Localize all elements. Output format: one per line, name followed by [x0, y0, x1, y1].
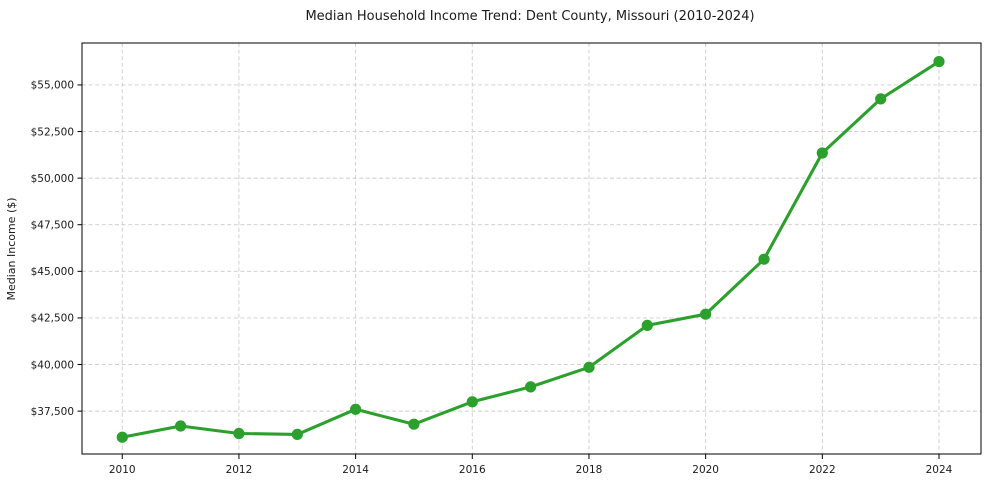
data-point — [350, 403, 362, 415]
data-point — [233, 427, 245, 440]
y-tick-label: $55,000 — [31, 80, 74, 92]
y-tick-label: $37,500 — [31, 406, 74, 418]
data-point — [816, 147, 828, 159]
y-tick-label: $45,000 — [31, 266, 74, 278]
x-tick-label: 2010 — [109, 464, 136, 476]
plot-border — [81, 42, 982, 455]
x-tick-label: 2012 — [226, 464, 253, 476]
data-point — [700, 308, 712, 320]
data-point — [641, 319, 653, 331]
x-tick-label: 2016 — [459, 464, 486, 476]
axes — [77, 42, 982, 459]
data-point — [466, 396, 478, 408]
data-point — [875, 93, 887, 105]
y-tick-label: $40,000 — [31, 359, 74, 371]
x-tick-label: 2018 — [576, 464, 603, 476]
data-point — [583, 361, 595, 373]
trend-line — [120, 60, 941, 439]
x-tick-label: 2020 — [692, 464, 719, 476]
x-tick-label: 2014 — [342, 464, 369, 476]
data-point — [175, 420, 187, 432]
tick-labels: $37,500 $40,000 $42,500 $45,000 $47,500 $50,0… — [31, 80, 953, 476]
data-point — [525, 381, 537, 393]
y-tick-label: $47,500 — [31, 220, 74, 232]
data-point — [758, 253, 770, 265]
x-tick-label: 2024 — [926, 464, 953, 476]
chart-title: Median Household Income Trend: Dent Coun… — [305, 9, 754, 24]
y-tick-label: $52,500 — [31, 126, 74, 138]
data-point — [116, 431, 128, 443]
gridlines — [82, 43, 981, 454]
data-point — [408, 418, 420, 430]
y-axis-label: Median Income ($) — [5, 197, 18, 300]
data-point — [291, 428, 303, 440]
x-tick-label: 2022 — [809, 464, 836, 476]
y-tick-label: $42,500 — [31, 313, 74, 325]
data-series — [116, 56, 945, 443]
data-point — [933, 56, 945, 68]
y-tick-label: $50,000 — [31, 173, 74, 185]
